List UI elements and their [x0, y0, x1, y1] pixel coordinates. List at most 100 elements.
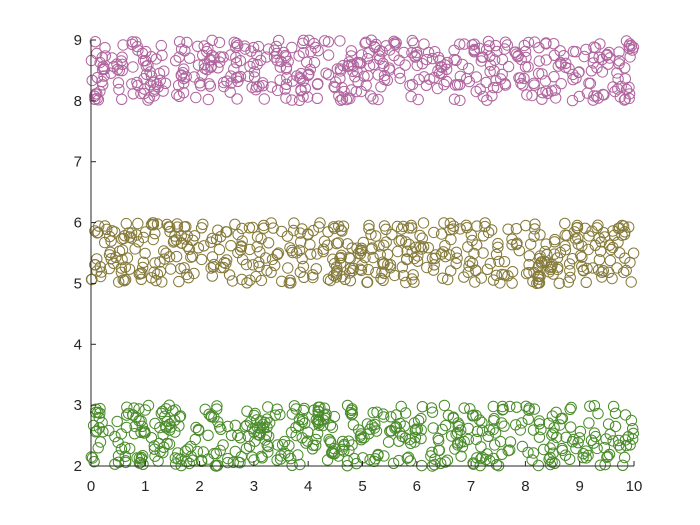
data-point: [550, 92, 562, 104]
data-point: [595, 236, 607, 248]
data-point: [221, 254, 233, 266]
data-point: [413, 73, 425, 86]
data-point: [242, 70, 255, 83]
data-point: [155, 39, 168, 52]
data-point: [215, 261, 227, 274]
data-point: [232, 246, 244, 259]
data-point: [620, 83, 633, 96]
data-point: [625, 276, 637, 288]
data-point: [590, 90, 603, 102]
data-point: [202, 93, 215, 106]
data-point: [450, 246, 463, 259]
data-point: [342, 60, 354, 73]
data-point: [363, 223, 375, 235]
data-point: [112, 77, 125, 89]
data-point: [251, 58, 263, 71]
data-point: [493, 255, 505, 268]
data-point: [213, 36, 226, 49]
data-point: [105, 67, 117, 79]
data-point: [334, 72, 346, 85]
data-point: [516, 440, 529, 453]
data-point: [180, 71, 192, 83]
data-point: [504, 400, 516, 413]
data-point: [232, 429, 244, 442]
x-tick-label: 10: [626, 478, 643, 495]
data-point: [549, 457, 561, 469]
data-point: [103, 262, 116, 275]
data-point: [513, 244, 525, 257]
data-point: [355, 264, 368, 277]
data-point: [365, 243, 378, 255]
data-point: [411, 423, 423, 435]
data-point: [382, 436, 395, 448]
data-point: [591, 442, 603, 455]
data-point: [536, 93, 548, 105]
data-point: [448, 44, 460, 56]
data-point: [444, 217, 456, 230]
data-point: [401, 253, 413, 265]
data-point: [408, 417, 421, 429]
data-point: [467, 410, 479, 422]
data-point: [346, 439, 358, 451]
data-point: [296, 416, 309, 428]
data-point: [222, 420, 234, 433]
data-point: [278, 435, 291, 448]
data-point: [344, 92, 356, 105]
data-point: [607, 241, 619, 254]
data-point: [259, 434, 271, 446]
data-point: [247, 259, 259, 271]
data-point: [332, 237, 345, 249]
data-point: [386, 228, 398, 241]
data-point: [94, 261, 107, 273]
data-point: [212, 416, 224, 428]
x-ticks: 0 1 2 3 4 5 6 7 8 9 10: [87, 461, 643, 495]
data-point: [438, 78, 450, 91]
data-point: [335, 251, 347, 264]
data-point: [549, 233, 561, 246]
data-point: [498, 420, 510, 432]
data-point: [567, 45, 580, 58]
data-point: [126, 78, 138, 90]
data-point: [129, 420, 141, 433]
data-point: [103, 249, 116, 261]
data-point: [377, 274, 389, 286]
data-point: [583, 417, 595, 429]
data-point: [89, 88, 102, 100]
data-point: [540, 38, 552, 50]
data-point: [213, 243, 226, 256]
data-point: [592, 264, 605, 276]
data-point: [210, 448, 223, 460]
data-point: [408, 252, 420, 265]
data-point: [286, 459, 298, 471]
data-point: [482, 35, 495, 48]
data-point: [276, 275, 288, 287]
data-point: [137, 231, 150, 244]
data-point: [92, 442, 104, 454]
data-point: [470, 433, 482, 446]
data-point: [480, 76, 492, 89]
data-point: [299, 82, 311, 95]
data-point: [148, 266, 160, 278]
data-point: [523, 250, 535, 262]
data-point: [281, 230, 294, 242]
data-point: [339, 273, 351, 285]
data-point: [365, 90, 377, 102]
data-point: [470, 409, 482, 422]
data-point: [257, 80, 269, 92]
data-point: [313, 406, 325, 418]
data-point: [463, 260, 475, 272]
y-tick-label: 5: [74, 275, 82, 292]
data-point: [218, 261, 230, 274]
data-point: [544, 451, 556, 463]
data-point: [195, 222, 208, 234]
x-tick-label: 4: [304, 478, 312, 495]
data-point: [533, 431, 546, 443]
data-point: [205, 262, 217, 274]
data-point: [229, 218, 241, 231]
y-tick-label: 6: [74, 215, 82, 232]
data-point: [464, 255, 476, 267]
data-point: [328, 442, 340, 455]
data-point: [439, 456, 451, 468]
data-point: [585, 434, 598, 446]
data-point: [521, 89, 533, 101]
